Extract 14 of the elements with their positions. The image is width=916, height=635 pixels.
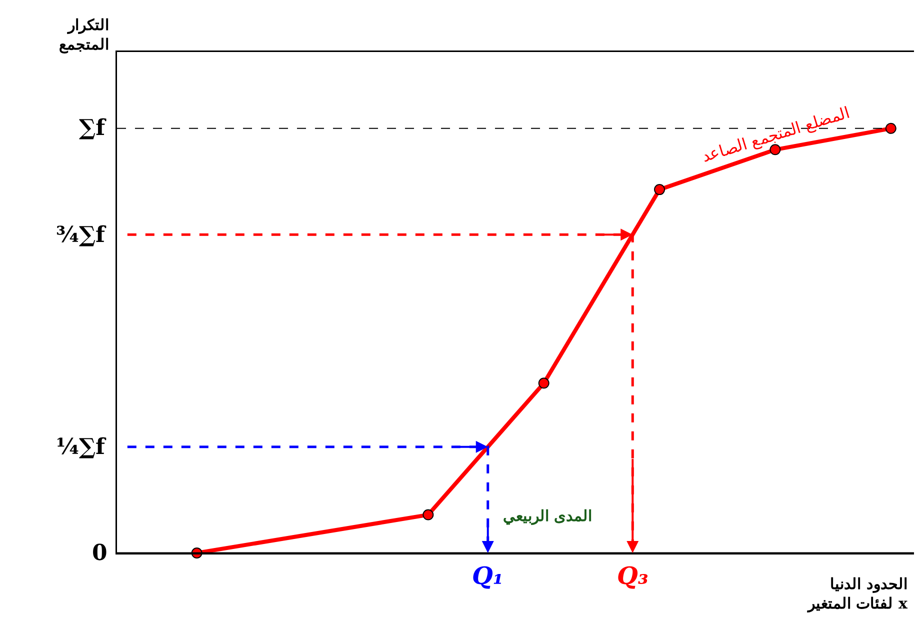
text: Q₃ (617, 561, 648, 590)
text: المضلع المتجمع الصاعد (699, 102, 852, 166)
text: Q₁ (472, 561, 504, 590)
x-axis-title: الحدود الدنيا لفئات المتغير x (807, 575, 908, 612)
ref-line-label: ¾∑f (56, 222, 107, 248)
point (885, 122, 896, 134)
text: التكرار المتجمع (59, 16, 109, 54)
annotation: المدى الربيعي (503, 507, 592, 526)
ref-line-label: 0 (92, 540, 108, 566)
ref-line-label: ∑f (79, 115, 107, 141)
ref-line-label: ¼∑f (56, 434, 107, 460)
point (538, 378, 550, 389)
point (654, 184, 666, 196)
point (422, 509, 434, 520)
